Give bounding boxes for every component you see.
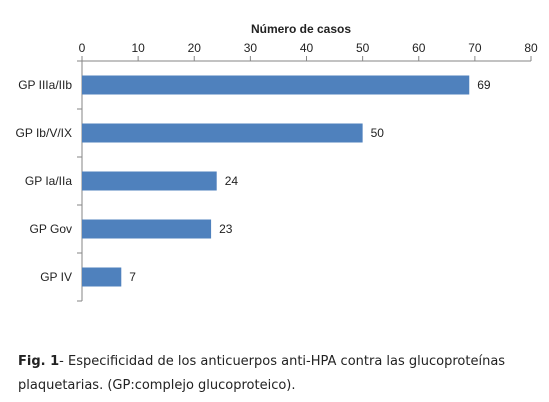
category-label: GP IV	[40, 270, 72, 284]
x-tick-label: 70	[468, 41, 482, 55]
category-label: GP Gov	[30, 222, 72, 236]
bar	[82, 123, 363, 143]
x-tick-label: 0	[79, 41, 86, 55]
x-axis-title: Número de casos	[251, 22, 351, 36]
x-tick-label: 40	[300, 41, 314, 55]
x-tick-label: 30	[244, 41, 258, 55]
x-axis-ticks: 0 10 20 30 40 50 60 70 80	[79, 41, 538, 61]
data-label: 50	[371, 126, 385, 140]
data-label: 23	[219, 222, 233, 236]
x-tick-label: 80	[524, 41, 538, 55]
figure-label: Fig. 1	[18, 354, 60, 369]
x-tick-label: 60	[412, 41, 426, 55]
bar	[82, 75, 470, 95]
x-tick-label: 20	[188, 41, 202, 55]
bar	[82, 219, 212, 239]
value-labels: 69 50 24 23 7	[129, 78, 491, 284]
figure-caption: Fig. 1- Especificidad de los anticuerpos…	[18, 350, 538, 398]
bars	[82, 75, 470, 287]
x-tick-label: 50	[356, 41, 370, 55]
data-label: 69	[477, 78, 491, 92]
figure-caption-text: - Especificidad de los anticuerpos anti-…	[18, 354, 506, 393]
category-label: GP Ib/V/IX	[16, 126, 72, 140]
category-label: GP IIIa/IIb	[18, 78, 72, 92]
x-tick-label: 10	[131, 41, 145, 55]
category-label: GP Ia/IIa	[25, 174, 72, 188]
category-labels: GP IIIa/IIb GP Ib/V/IX GP Ia/IIa GP Gov GP I…	[16, 60, 82, 302]
data-label: 24	[225, 174, 239, 188]
data-label: 7	[129, 270, 136, 284]
bar-chart: Número de casos 0 10 20 30 40 50 60 70 80 GP III…	[16, 22, 538, 302]
bar	[82, 171, 217, 191]
bar	[82, 267, 122, 287]
